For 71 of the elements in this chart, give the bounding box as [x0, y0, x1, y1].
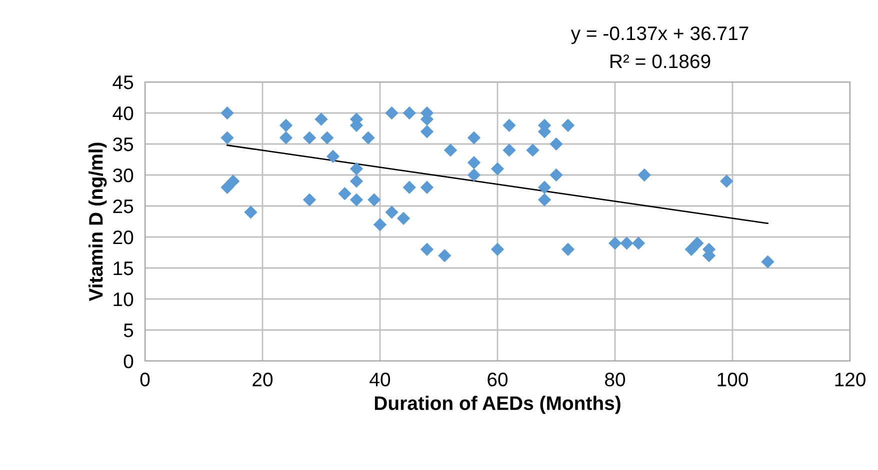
y-axis-title: Vitamin D (ng/ml) [88, 142, 107, 302]
point [302, 131, 316, 144]
point [226, 174, 240, 188]
point [314, 112, 328, 126]
point [385, 206, 398, 219]
point [502, 118, 516, 132]
y-tick-label: 15 [114, 262, 134, 276]
point [538, 180, 552, 194]
y-tick-label: 20 [113, 230, 134, 244]
point [502, 144, 516, 157]
point [302, 193, 316, 206]
point [402, 106, 416, 120]
point [550, 137, 563, 151]
point [761, 255, 774, 268]
x-tick-label: 20 [252, 372, 273, 386]
y-tick-label: 25 [113, 199, 134, 214]
point [320, 131, 334, 144]
point [720, 174, 734, 188]
point [638, 168, 651, 182]
y-tick-label: 30 [113, 168, 134, 182]
x-tick-label: 100 [718, 372, 748, 386]
y-tick-label: 35 [113, 137, 134, 152]
text: y = -0.137x + 36.717 [570, 26, 748, 44]
point [420, 180, 434, 194]
point [438, 249, 452, 262]
x-tick-label: 40 [370, 372, 390, 386]
point [220, 180, 234, 194]
point [608, 236, 622, 250]
point [467, 156, 481, 170]
point [279, 131, 293, 144]
point [526, 144, 540, 157]
point [402, 180, 416, 194]
y-tick-label: 45 [112, 76, 134, 90]
y-tick-label: 5 [124, 324, 134, 338]
point [467, 131, 481, 144]
point [632, 236, 646, 250]
point [396, 212, 410, 225]
y-tick-label: 10 [114, 292, 134, 306]
point [490, 242, 504, 256]
point [373, 218, 387, 232]
point [350, 193, 364, 206]
point [561, 242, 575, 256]
point [420, 125, 434, 138]
point [350, 174, 364, 188]
point [467, 168, 481, 182]
point [690, 236, 704, 250]
point [338, 187, 352, 200]
point [561, 118, 575, 132]
x-tick-label: 60 [488, 372, 508, 386]
point [362, 131, 375, 144]
point [444, 144, 458, 157]
x-tick-label: 0 [140, 372, 150, 386]
point [220, 106, 234, 120]
text: R² = 0.1869 [610, 54, 710, 68]
point [220, 131, 234, 144]
point [620, 236, 634, 250]
x-tick-label: 120 [835, 372, 866, 386]
x-axis-title: Duration of AEDs (Months) [374, 396, 620, 414]
point [550, 168, 563, 182]
point [538, 193, 552, 206]
x-tick-label: 80 [605, 372, 626, 386]
point [279, 118, 293, 132]
point [490, 162, 504, 176]
point [368, 193, 381, 206]
point [350, 162, 364, 176]
point [385, 106, 398, 120]
y-tick-label: 40 [112, 106, 134, 120]
point [420, 242, 434, 256]
point [244, 206, 258, 219]
y-tick-label: 0 [124, 354, 134, 368]
point [326, 150, 340, 163]
